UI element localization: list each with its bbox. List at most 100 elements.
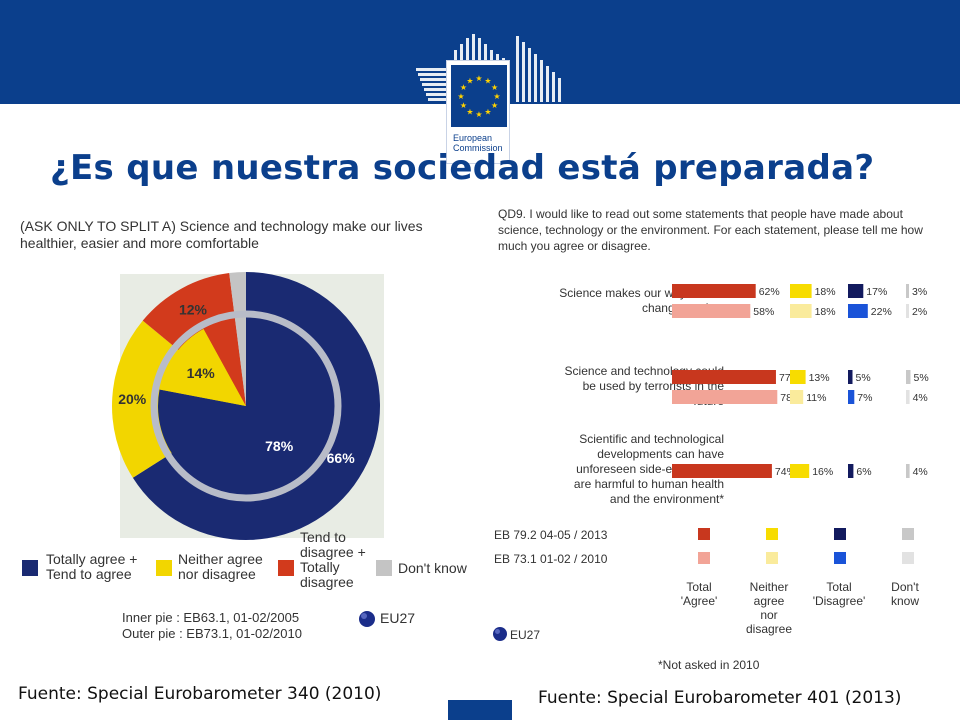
source-left: Fuente: Special Eurobarometer 340 (2010) — [18, 684, 382, 704]
inner-pie-label-neither: 14% — [187, 365, 216, 381]
legend-square-2013-dont-know — [902, 528, 914, 540]
bar-row2-2010-agree — [672, 390, 778, 404]
globe-icon — [493, 627, 507, 641]
legend-swatch-neither — [156, 560, 172, 576]
col-label-disagree: Total 'Disagree' — [806, 580, 872, 608]
bar-row2-2010-neither — [790, 390, 804, 404]
flag-star: ★ — [475, 74, 482, 83]
inner-pie-slice-neither — [159, 328, 246, 406]
legend-swatch-dont-know — [376, 560, 392, 576]
legend-square-2013-neither — [766, 528, 778, 540]
col-neither-line3: nor — [760, 608, 778, 622]
flag-star: ★ — [493, 92, 500, 101]
bar-row1-2010-agree — [672, 304, 751, 318]
logo-line2: Commission — [453, 143, 503, 153]
inner-pie-note: Inner pie : EB63.1, 01-02/2005 — [122, 610, 300, 625]
pie-chart: 66% 20% 12% 78% 14% — [111, 272, 384, 540]
bar-row1-2013-agree — [672, 284, 756, 298]
bar-row2-2013-dont-know — [906, 370, 911, 384]
col-agree-line2: 'Agree' — [680, 594, 718, 608]
building-icon — [416, 34, 561, 102]
flag-star: ★ — [466, 108, 473, 117]
flag-star: ★ — [484, 108, 491, 117]
flag-star: ★ — [460, 83, 467, 92]
bar-label-row2-2013-disagree: 5% — [856, 372, 871, 384]
bar-row2-2010-dont-know — [906, 390, 910, 404]
pie-separator-ring — [150, 310, 342, 502]
bar-row2-2010-disagree — [848, 390, 855, 404]
inner-pie-slice-disagree — [203, 318, 246, 406]
flag-star: ★ — [491, 101, 498, 110]
bar-label-row2-2010-neither: 11% — [806, 392, 826, 404]
col-neither-line1: Neither — [749, 580, 789, 594]
source-right: Fuente: Special Eurobarometer 401 (2013) — [538, 688, 902, 708]
legend-square-2010-dont-know — [902, 552, 914, 564]
pie-question: (ASK ONLY TO SPLIT A) Science and techno… — [20, 218, 423, 251]
legend-swatch-agree — [22, 560, 38, 576]
bar-row2-2013-disagree — [848, 370, 853, 384]
col-disagree-line2: 'Disagree' — [812, 594, 866, 608]
bar-row3-2013-agree — [672, 464, 772, 478]
flag-star: ★ — [484, 76, 491, 85]
bar-row1-2013-neither — [790, 284, 812, 298]
legend-row-2010: EB 73.1 01-02 / 2010 — [494, 552, 608, 566]
outer-pie-label-agree: 66% — [327, 450, 356, 466]
bar-label-row3-2013-neither: 16% — [812, 466, 833, 478]
ec-logo: ★ ★ ★ ★ ★ ★ ★ ★ ★ ★ ★ ★ European Commission — [416, 30, 566, 164]
bar-label-row2-2013-dont-know: 5% — [914, 372, 929, 384]
logo-line1: European — [453, 133, 493, 143]
flag-star: ★ — [491, 83, 498, 92]
legend-agree-line1: Totally agree + — [46, 551, 138, 567]
bar-label-row1-2013-agree: 62% — [759, 286, 780, 298]
col-neither-line2: agree — [753, 594, 785, 608]
bar-label-row1-2010-agree: 58% — [753, 306, 774, 318]
statement-3-line5: and the environment* — [609, 492, 724, 506]
col-label-dont-know: Don't know — [872, 580, 938, 608]
statement-3-line1: Scientific and technological — [579, 432, 724, 446]
bar-row1-2010-dont-know — [906, 304, 909, 318]
bar-label-row2-2010-disagree: 7% — [857, 392, 872, 404]
flag-star: ★ — [475, 110, 482, 119]
bar-label-row1-2013-dont-know: 3% — [912, 286, 927, 298]
legend-neither: Neither agree nor disagree — [178, 552, 263, 582]
bar-label-row3-2013-disagree: 6% — [856, 466, 871, 478]
outer-pie-note: Outer pie : EB73.1, 01-02/2010 — [122, 626, 302, 641]
legend-dont-know: Don't know — [398, 560, 467, 576]
col-label-agree: Total 'Agree' — [666, 580, 732, 608]
legend-row-2013: EB 79.2 04-05 / 2013 — [494, 528, 608, 542]
bar-row1-2013-disagree — [848, 284, 864, 298]
bar-label-row3-2013-dont-know: 4% — [913, 466, 928, 478]
inner-pie-label-agree: 78% — [265, 438, 294, 454]
bar-row3-2013-neither — [790, 464, 810, 478]
col-dk-line2: know — [890, 594, 919, 608]
bar-row1-2010-neither — [790, 304, 812, 318]
legend-disagree-line1: Tend to — [300, 529, 346, 545]
globe-icon — [359, 611, 375, 627]
bar-label-row1-2010-disagree: 22% — [871, 306, 892, 318]
bar-row2-2013-neither — [790, 370, 806, 384]
bar-label-row1-2010-dont-know: 2% — [912, 306, 927, 318]
legend-disagree: Tend to disagree + Totally disagree — [300, 530, 366, 590]
legend-square-2010-neither — [766, 552, 778, 564]
footer-tab — [448, 700, 512, 720]
legend-disagree-line4: disagree — [300, 574, 354, 590]
inner-pie-slice-dont-know — [234, 318, 246, 406]
bar-row1-2010-disagree — [848, 304, 868, 318]
bar-chart: 62%18%17%3%58%18%22%2%77%13%5%5%78%11%7%… — [672, 284, 929, 564]
legend-square-2013-agree — [698, 528, 710, 540]
ec-logo-card: ★ ★ ★ ★ ★ ★ ★ ★ ★ ★ ★ ★ European Commission — [446, 60, 510, 164]
legend-square-2010-disagree — [834, 552, 846, 564]
statement-3-line2: developments can have — [597, 447, 724, 461]
legend-neither-line1: Neither agree — [178, 551, 263, 567]
legend-square-2013-disagree — [834, 528, 846, 540]
legend-swatch-disagree — [278, 560, 294, 576]
bar-row1-2013-dont-know — [906, 284, 909, 298]
footnote: *Not asked in 2010 — [658, 658, 760, 672]
outer-pie-label-disagree: 12% — [179, 302, 208, 318]
statement-3-line4: are harmful to human health — [573, 477, 724, 491]
bar-label-row1-2010-neither: 18% — [815, 306, 836, 318]
bar-label-row1-2013-neither: 18% — [815, 286, 836, 298]
outer-pie-label-neither: 20% — [118, 391, 147, 407]
page-title: ¿Es que nuestra sociedad está preparada? — [50, 148, 875, 188]
legend-neither-line2: nor disagree — [178, 566, 256, 582]
